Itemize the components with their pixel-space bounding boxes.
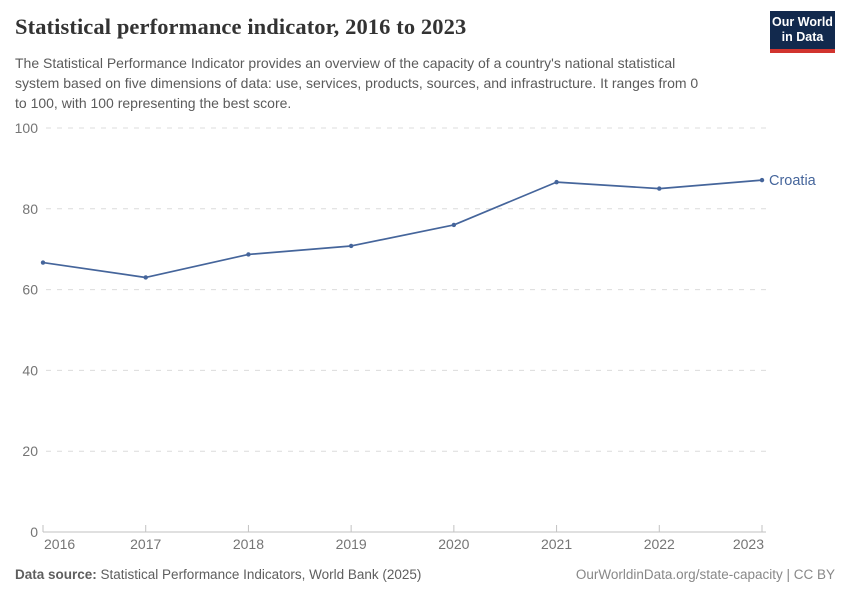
data-source: Data source: Statistical Performance Ind…	[15, 567, 421, 582]
owid-logo-text: in Data	[781, 30, 824, 44]
data-point	[554, 179, 559, 185]
chart-subtitle: The Statistical Performance Indicator pr…	[15, 53, 760, 113]
y-axis-tick-label: 60	[22, 282, 38, 298]
subtitle-line: to 100, with 100 representing the best s…	[15, 95, 292, 111]
owid-logo-text: Our World	[772, 15, 833, 29]
data-point	[657, 186, 662, 191]
y-axis-tick-label: 80	[22, 201, 38, 217]
subtitle-line: The Statistical Performance Indicator pr…	[15, 55, 676, 71]
series-label[interactable]: Croatia	[769, 173, 817, 189]
y-axis-tick-label: 40	[22, 362, 38, 378]
series-line	[42, 179, 763, 279]
x-axis-tick-label: 2019	[336, 536, 367, 552]
data-point	[451, 222, 457, 228]
x-axis-tick-label: 2022	[644, 536, 675, 552]
x-axis-tick-label: 2016	[44, 536, 75, 552]
data-source-text: Statistical Performance Indicators, Worl…	[96, 567, 422, 582]
x-axis-tick-label: 2020	[438, 536, 469, 552]
x-axis-tick-label: 2018	[233, 536, 264, 552]
credit-link[interactable]: OurWorldinData.org/state-capacity | CC B…	[575, 567, 835, 582]
data-point	[246, 252, 251, 257]
page-title: Statistical performance indicator, 2016 …	[15, 14, 467, 39]
data-point	[143, 275, 148, 280]
y-axis-tick-label: 100	[15, 120, 39, 136]
owid-logo: Our World in Data	[770, 11, 835, 53]
y-axis-tick-label: 20	[22, 443, 38, 459]
chart-canvas: 0 20 40 60 80 100 2016 2017 2018 2019 2020 2021 2022…	[15, 120, 817, 552]
data-point	[759, 177, 765, 183]
subtitle-line: system based on five dimensions of data:…	[15, 75, 699, 91]
y-axis-tick-label: 0	[30, 524, 38, 540]
x-axis-tick-label: 2021	[541, 536, 572, 552]
line-chart: 0 20 40 60 80 100 2016 2017 2018 2019 2020 2021 2022…	[0, 118, 850, 563]
x-axis-tick-label: 2023	[733, 536, 764, 552]
data-point	[40, 260, 46, 265]
data-source-label: Data source:	[15, 567, 97, 582]
chart-footer: Data source: Statistical Performance Ind…	[15, 567, 835, 582]
data-point	[348, 243, 354, 249]
x-axis-tick-label: 2017	[130, 536, 161, 552]
